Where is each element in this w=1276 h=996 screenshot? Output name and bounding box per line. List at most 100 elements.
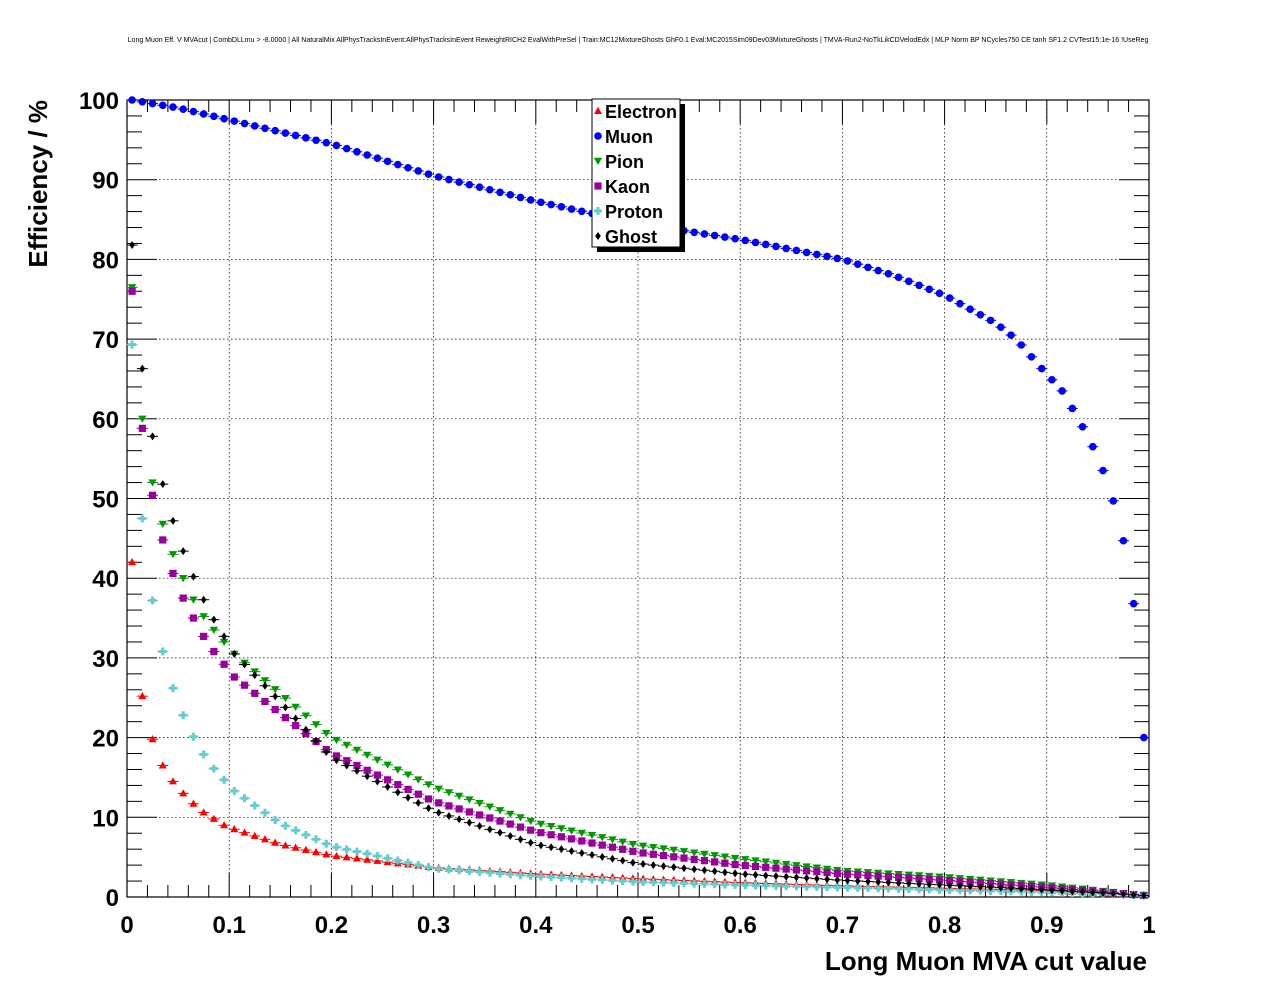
data-point-pion	[730, 854, 740, 863]
data-point-ghost	[967, 882, 973, 891]
data-point-pion	[301, 712, 311, 720]
data-point-kaon	[200, 632, 208, 640]
data-point-kaon	[578, 837, 586, 845]
data-point-ghost	[701, 866, 708, 875]
data-point-proton	[935, 885, 944, 894]
data-point-ghost	[384, 782, 391, 791]
data-point-kaon	[557, 833, 565, 841]
data-point-kaon	[915, 875, 923, 883]
data-point-proton	[414, 860, 423, 869]
data-point-muon	[1140, 733, 1148, 742]
data-point-kaon	[823, 868, 831, 877]
data-point-muon	[731, 234, 739, 243]
data-point-pion	[209, 626, 219, 635]
data-point-ghost	[1069, 887, 1076, 896]
data-point-muon	[394, 160, 402, 169]
data-point-muon	[966, 305, 974, 314]
data-point-kaon	[639, 849, 647, 857]
data-point-proton	[669, 878, 678, 887]
data-point-ghost	[660, 862, 667, 871]
data-point-proton	[588, 875, 597, 884]
data-point-kaon	[230, 673, 238, 681]
data-point-proton	[598, 875, 607, 884]
data-point-proton	[863, 884, 872, 893]
data-point-electron	[158, 761, 167, 769]
data-point-muon	[843, 257, 852, 265]
data-point-ghost	[200, 595, 207, 604]
data-point-proton	[465, 867, 474, 876]
data-point-muon	[956, 299, 964, 308]
data-point-muon	[557, 202, 566, 211]
data-point-kaon	[905, 874, 913, 882]
data-point-ghost	[987, 883, 994, 892]
data-point-ghost	[916, 879, 922, 888]
data-point-kaon	[884, 873, 892, 881]
data-point-ghost	[783, 872, 789, 881]
data-point-muon	[496, 188, 504, 197]
legend-marker-electron	[594, 106, 602, 114]
legend-entry-pion: Pion	[593, 152, 644, 172]
data-point-pion	[403, 771, 413, 779]
data-point-proton	[659, 878, 668, 887]
data-point-ghost	[906, 879, 912, 888]
legend-entry-kaon: Kaon	[594, 177, 650, 197]
data-point-muon	[976, 310, 985, 319]
data-point-pion	[526, 817, 535, 826]
data-point-muon	[465, 180, 474, 189]
data-point-pion	[577, 829, 586, 837]
data-point-ghost	[946, 881, 953, 890]
data-point-muon	[158, 101, 167, 110]
data-point-electron	[281, 841, 290, 849]
data-point-kaon	[332, 752, 341, 760]
series-ghost	[126, 241, 1150, 900]
data-point-pion	[516, 814, 525, 822]
legend-entry-proton: Proton	[594, 202, 663, 222]
data-point-ghost	[425, 804, 432, 813]
data-point-electron	[209, 814, 218, 822]
data-point-kaon	[210, 647, 218, 656]
x-tick-label: 1	[1142, 912, 1155, 939]
data-point-ghost	[885, 878, 892, 887]
data-point-pion	[506, 810, 515, 818]
legend-entry-muon: Muon	[594, 127, 653, 147]
data-point-ghost	[159, 480, 166, 489]
data-point-kaon	[731, 860, 739, 869]
data-point-kaon	[506, 820, 514, 828]
data-point-muon	[363, 151, 371, 159]
data-point-ghost	[1100, 889, 1106, 898]
data-point-pion	[311, 721, 321, 729]
data-point-ghost	[456, 815, 462, 824]
data-point-kaon	[619, 845, 627, 853]
data-point-pion	[352, 746, 362, 754]
data-point-ghost	[476, 821, 483, 830]
data-point-electron	[332, 851, 341, 860]
data-point-pion	[669, 846, 678, 854]
data-point-ghost	[998, 883, 1004, 892]
data-point-muon	[710, 231, 719, 240]
data-point-pion	[700, 850, 709, 859]
data-point-proton	[322, 839, 331, 848]
data-point-muon	[813, 250, 821, 259]
data-point-ghost	[762, 871, 769, 880]
data-point-muon	[291, 131, 300, 140]
data-point-pion	[199, 613, 208, 621]
data-point-proton	[444, 865, 453, 874]
data-point-muon	[874, 266, 882, 275]
data-point-ghost	[190, 572, 197, 581]
data-point-ghost	[1049, 886, 1055, 895]
legend-label: Proton	[605, 202, 663, 222]
data-point-kaon	[363, 766, 371, 774]
data-point-ghost	[497, 828, 503, 837]
data-point-proton	[710, 880, 719, 889]
data-point-muon	[945, 294, 954, 302]
legend-marker-pion	[593, 157, 603, 165]
data-point-pion	[424, 781, 433, 789]
data-point-proton	[526, 871, 535, 880]
data-point-ghost	[333, 756, 340, 765]
data-point-pion	[281, 694, 290, 703]
data-point-kaon	[649, 850, 657, 858]
data-point-muon	[1068, 404, 1077, 413]
data-point-ghost	[1018, 884, 1025, 893]
data-point-muon	[690, 228, 699, 237]
